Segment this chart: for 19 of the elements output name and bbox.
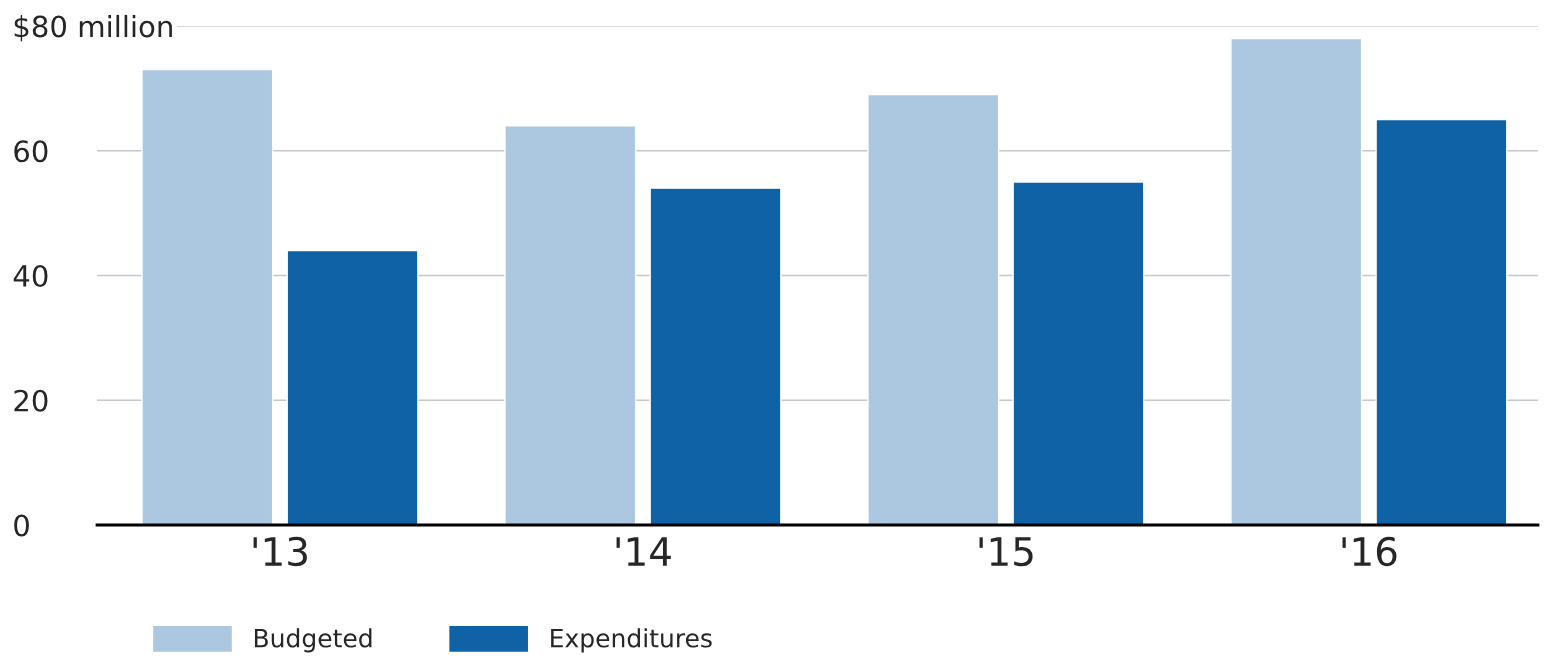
y-tick-label: $80 million (14, 14, 172, 42)
bar (504, 125, 637, 525)
x-tick-label: '13 (253, 536, 307, 567)
legend-label: Budgeted (254, 628, 372, 653)
bar (286, 249, 419, 525)
bar (1375, 118, 1508, 525)
bar (1230, 37, 1363, 525)
y-tick-label: 20 (14, 389, 48, 412)
y-tick-label: 60 (14, 140, 48, 163)
y-tick-label: 0 (14, 514, 29, 537)
x-tick-label: '16 (1342, 536, 1397, 567)
x-tick-label: '14 (616, 537, 671, 566)
y-tick-label: 40 (13, 264, 48, 287)
bar (867, 93, 1000, 525)
bar (649, 187, 782, 525)
bar (1012, 181, 1145, 525)
bar (141, 68, 274, 525)
legend-label: Expenditures (551, 628, 712, 653)
x-tick-label: '15 (979, 537, 1033, 567)
